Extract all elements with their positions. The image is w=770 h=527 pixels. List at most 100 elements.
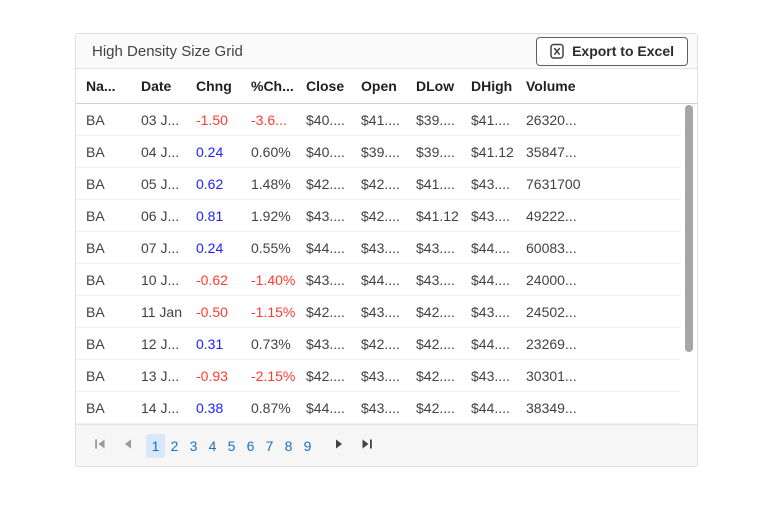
cell-date: 04 J...	[141, 143, 180, 160]
table-row[interactable]: BA 03 J... -1.50 -3.6... $40.... $41.... $39..…	[76, 104, 681, 136]
export-button-label: Export to Excel	[572, 43, 674, 59]
cell-dhigh: $43....	[471, 207, 510, 224]
page-button-2[interactable]: 2	[170, 437, 179, 454]
cell-date: 07 J...	[141, 239, 180, 256]
page-button-3[interactable]: 3	[189, 437, 198, 454]
cell-open: $43....	[361, 367, 400, 384]
cell-dlow: $41....	[416, 175, 455, 192]
cell-dhigh: $44....	[471, 399, 510, 416]
grid-toolbar: High Density Size Grid Export to Excel	[76, 34, 697, 69]
page-button-7[interactable]: 7	[265, 437, 274, 454]
column-header-dhigh[interactable]: DHigh	[471, 78, 513, 94]
column-header-dlow[interactable]: DLow	[416, 78, 455, 94]
cell-name: BA	[86, 399, 105, 416]
cell-pct: 1.48%	[251, 175, 291, 192]
cell-dlow: $39....	[416, 143, 455, 160]
next-page-icon	[333, 438, 345, 453]
cell-pct: -1.40%	[251, 271, 296, 288]
cell-volume: 26320...	[526, 111, 577, 128]
cell-pct: -2.15%	[251, 367, 296, 384]
cell-dhigh: $44....	[471, 239, 510, 256]
cell-chng: 0.24	[196, 239, 224, 256]
cell-volume: 24000...	[526, 271, 577, 288]
cell-close: $43....	[306, 271, 345, 288]
column-header-open[interactable]: Open	[361, 78, 397, 94]
table-row[interactable]: BA 04 J... 0.24 0.60% $40.... $39.... $39.... $…	[76, 136, 681, 168]
cell-dlow: $41.12	[416, 207, 459, 224]
column-header-pct[interactable]: %Ch...	[251, 78, 294, 94]
table-row[interactable]: BA 12 J... 0.31 0.73% $43.... $42.... $42.... $…	[76, 328, 681, 360]
next-page-button[interactable]	[327, 434, 351, 458]
cell-date: 11 Jan	[141, 303, 182, 320]
cell-open: $41....	[361, 111, 400, 128]
cell-chng: -0.62	[196, 271, 228, 288]
cell-close: $40....	[306, 111, 345, 128]
page-button-1[interactable]: 1	[146, 433, 165, 458]
cell-chng: 0.81	[196, 207, 224, 224]
table-row[interactable]: BA 06 J... 0.81 1.92% $43.... $42.... $41.12 $4…	[76, 200, 681, 232]
cell-chng: 0.62	[196, 175, 224, 192]
grid-header-row: Na... Date Chng %Ch... Close Open DLow DHigh Vol…	[76, 69, 697, 104]
table-row[interactable]: BA 05 J... 0.62 1.48% $42.... $42.... $41.... $…	[76, 168, 681, 200]
cell-date: 12 J...	[141, 335, 180, 352]
cell-name: BA	[86, 143, 105, 160]
cell-close: $42....	[306, 303, 345, 320]
export-to-excel-button[interactable]: Export to Excel	[536, 36, 688, 66]
prev-page-button[interactable]	[116, 434, 140, 458]
cell-dlow: $42....	[416, 303, 455, 320]
page-button-6[interactable]: 6	[246, 437, 255, 454]
cell-date: 05 J...	[141, 175, 180, 192]
column-header-volume[interactable]: Volume	[526, 78, 576, 94]
cell-volume: 24502...	[526, 303, 577, 320]
cell-close: $42....	[306, 367, 345, 384]
cell-name: BA	[86, 271, 105, 288]
cell-volume: 38349...	[526, 399, 577, 416]
cell-pct: 0.73%	[251, 335, 291, 352]
cell-dhigh: $44....	[471, 335, 510, 352]
cell-open: $42....	[361, 175, 400, 192]
vertical-scrollbar[interactable]	[683, 105, 695, 424]
table-row[interactable]: BA 13 J... -0.93 -2.15% $42.... $43.... $42...…	[76, 360, 681, 392]
cell-open: $39....	[361, 143, 400, 160]
cell-pct: 0.60%	[251, 143, 291, 160]
first-page-icon	[94, 438, 106, 453]
column-header-name[interactable]: Na...	[86, 78, 116, 94]
cell-close: $43....	[306, 335, 345, 352]
page-button-4[interactable]: 4	[208, 437, 217, 454]
scrollbar-thumb[interactable]	[685, 105, 693, 352]
last-page-button[interactable]	[355, 434, 379, 458]
cell-open: $43....	[361, 399, 400, 416]
page-button-8[interactable]: 8	[284, 437, 293, 454]
cell-chng: -1.50	[196, 111, 228, 128]
cell-dlow: $43....	[416, 271, 455, 288]
cell-dlow: $42....	[416, 367, 455, 384]
page-button-5[interactable]: 5	[227, 437, 236, 454]
table-row[interactable]: BA 10 J... -0.62 -1.40% $43.... $44.... $43...…	[76, 264, 681, 296]
cell-volume: 30301...	[526, 367, 577, 384]
cell-close: $44....	[306, 239, 345, 256]
cell-chng: 0.31	[196, 335, 224, 352]
grid-body: BA 03 J... -1.50 -3.6... $40.... $41.... $39..…	[76, 104, 681, 424]
column-header-close[interactable]: Close	[306, 78, 345, 94]
column-header-date[interactable]: Date	[141, 78, 172, 94]
cell-name: BA	[86, 335, 105, 352]
table-row[interactable]: BA 07 J... 0.24 0.55% $44.... $43.... $43.... $…	[76, 232, 681, 264]
cell-dhigh: $41.12	[471, 143, 514, 160]
page-title: High Density Size Grid	[92, 42, 243, 60]
cell-date: 03 J...	[141, 111, 180, 128]
cell-dlow: $39....	[416, 111, 455, 128]
column-header-chng[interactable]: Chng	[196, 78, 232, 94]
first-page-button[interactable]	[88, 434, 112, 458]
table-row[interactable]: BA 14 J... 0.38 0.87% $44.... $43.... $42.... $…	[76, 392, 681, 424]
cell-open: $43....	[361, 239, 400, 256]
cell-pct: -1.15%	[251, 303, 296, 320]
cell-volume: 49222...	[526, 207, 577, 224]
cell-name: BA	[86, 367, 105, 384]
cell-name: BA	[86, 175, 105, 192]
cell-dlow: $42....	[416, 335, 455, 352]
cell-chng: -0.93	[196, 367, 228, 384]
table-row[interactable]: BA 11 Jan -0.50 -1.15% $42.... $43.... $42....…	[76, 296, 681, 328]
page-button-9[interactable]: 9	[303, 437, 312, 454]
